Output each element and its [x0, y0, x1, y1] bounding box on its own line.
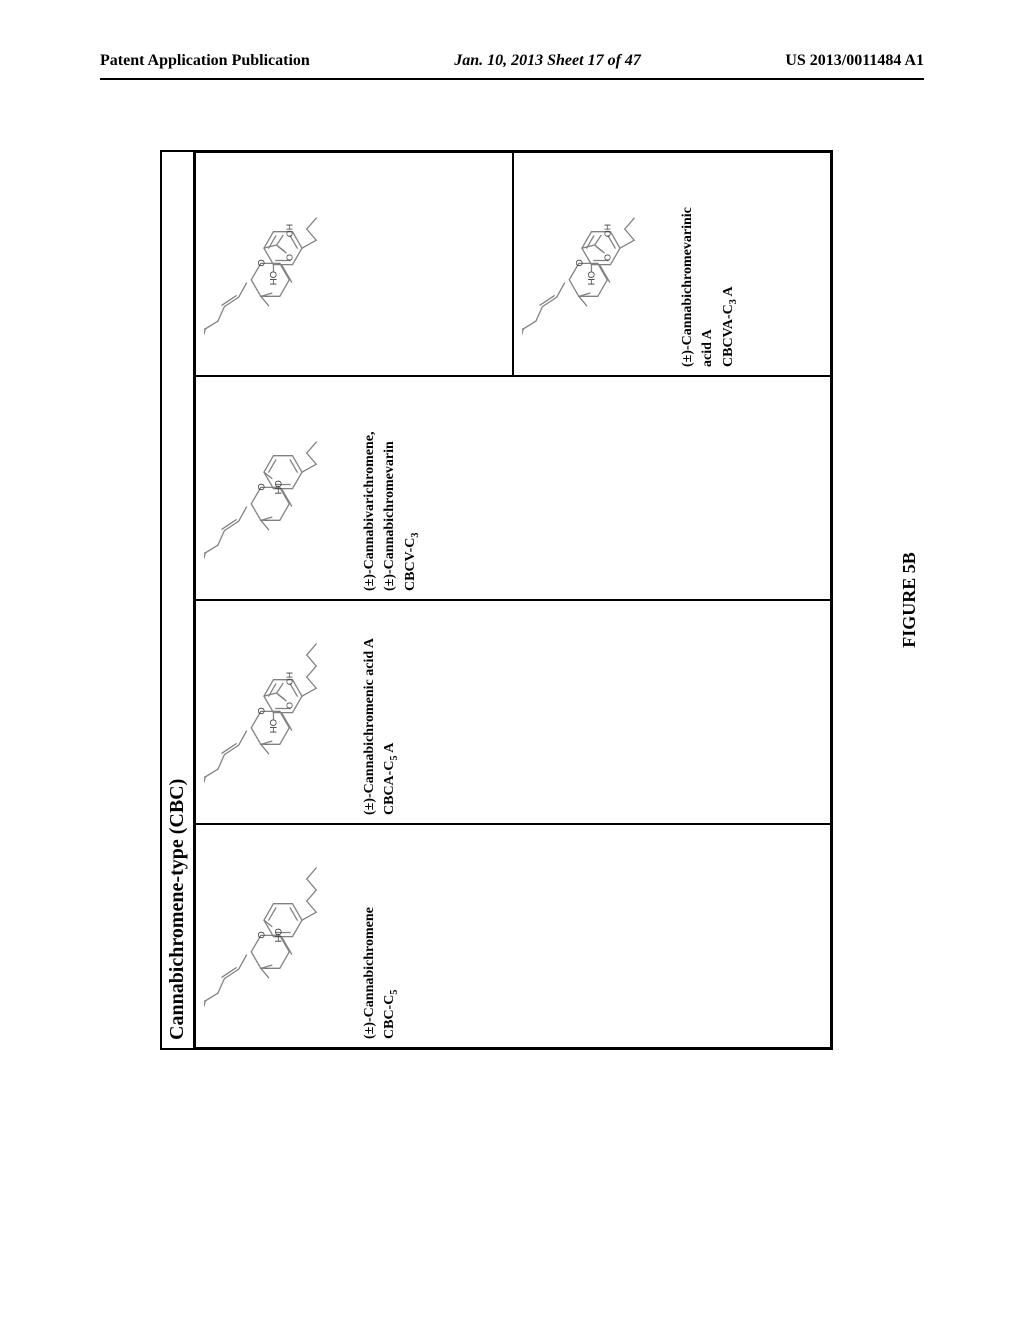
svg-text:O: O — [257, 707, 268, 714]
compound-labels: (±)-Cannabivarichromene,(±)-Cannabichrom… — [360, 385, 423, 591]
page-header: Patent Application Publication Jan. 10, … — [100, 52, 924, 70]
svg-text:OH: OH — [284, 224, 294, 237]
structure-box: O HOOOH — [522, 161, 672, 367]
svg-text:O: O — [257, 931, 268, 938]
svg-text:HO: HO — [273, 480, 284, 494]
header-rule — [100, 78, 924, 80]
compound-cell: O HOOOH — [195, 152, 513, 376]
structure-box: O HOOOH — [204, 609, 354, 815]
molecule-structure: O HOOOH — [204, 161, 354, 367]
compound-abbrev: CBC-C5 — [380, 833, 402, 1039]
svg-text:O: O — [257, 483, 268, 490]
compound-abbrev: CBCA-C5 A — [380, 609, 402, 815]
svg-text:OH: OH — [284, 672, 294, 685]
chem-table: O HO (±)-CannabichromeneCBC-C5 O HOOOH (… — [193, 150, 833, 1050]
molecule-structure: O HO — [204, 385, 354, 591]
figure-caption: FIGURE 5B — [899, 150, 920, 1050]
structure-box: O HOOOH — [204, 161, 354, 367]
compound-name: (±)-Cannabichromenic acid A — [360, 609, 380, 815]
molecule-structure: O HO — [204, 833, 354, 1039]
table-title: Cannabichromene-type (CBC) — [160, 150, 193, 1050]
compound-name: (±)-Cannabichromene — [360, 833, 380, 1039]
structure-box: O HO — [204, 833, 354, 1039]
figure-area: Cannabichromene-type (CBC) O HO (±)-Cann… — [60, 250, 960, 950]
compound-name: (±)-Cannabivarichromene, — [360, 385, 380, 591]
compound-name: (±)-Cannabichromevarinic — [678, 161, 698, 367]
header-left: Patent Application Publication — [100, 52, 310, 70]
svg-text:HO: HO — [273, 928, 284, 942]
header-center: Jan. 10, 2013 Sheet 17 of 47 — [454, 52, 641, 70]
molecule-structure: O HOOOH — [204, 609, 354, 815]
svg-text:HO: HO — [587, 271, 598, 285]
svg-text:O: O — [284, 702, 294, 709]
compound-cell: O HO (±)-CannabichromeneCBC-C5 — [195, 824, 831, 1048]
svg-text:O: O — [284, 254, 294, 261]
svg-text:HO: HO — [269, 719, 280, 733]
compound-name: acid A — [698, 161, 718, 367]
compound-name: (±)-Cannabichromevarin — [380, 385, 400, 591]
structure-box: O HO — [204, 385, 354, 591]
svg-text:OH: OH — [602, 224, 612, 237]
compound-labels: (±)-Cannabichromenic acid ACBCA-C5 A — [360, 609, 403, 815]
svg-text:O: O — [602, 254, 612, 261]
compound-cell: O HOOOH (±)-Cannabichromenic acid ACBCA-… — [195, 600, 831, 824]
molecule-structure: O HOOOH — [522, 161, 672, 367]
compound-labels: (±)-CannabichromeneCBC-C5 — [360, 833, 403, 1039]
compound-abbrev: CBCV-C3 — [401, 385, 423, 591]
svg-text:O: O — [575, 259, 586, 266]
compound-labels: (±)-Cannabichromevarinicacid ACBCVA-C3 A — [678, 161, 741, 367]
svg-text:O: O — [257, 259, 268, 266]
svg-text:HO: HO — [269, 271, 280, 285]
compound-cell: O HO (±)-Cannabivarichromene,(±)-Cannabi… — [195, 376, 831, 600]
header-right: US 2013/0011484 A1 — [785, 52, 924, 70]
compound-cell: O HOOOH (±)-Cannabichromevarinicacid ACB… — [513, 152, 831, 376]
compound-abbrev: CBCVA-C3 A — [719, 161, 741, 367]
